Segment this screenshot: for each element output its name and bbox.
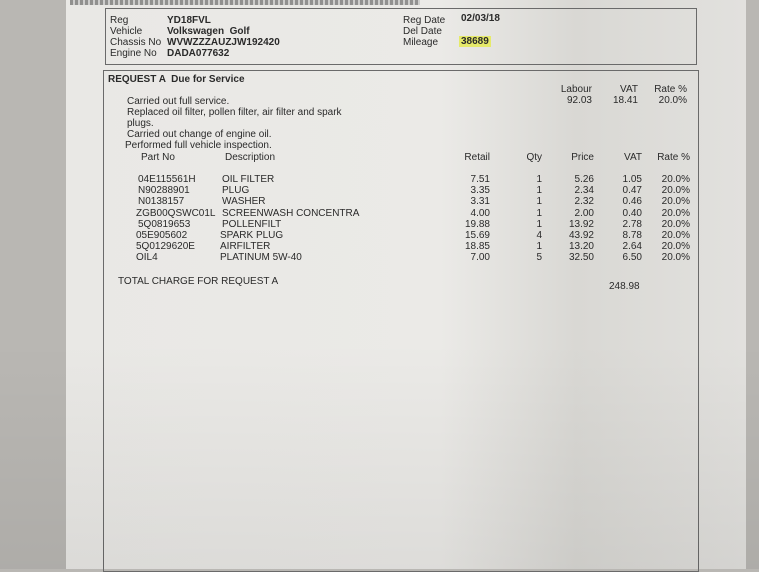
cell-qty: 1 bbox=[536, 196, 542, 208]
cell-price: 43.92 bbox=[568, 230, 594, 241]
vehicle-details-box bbox=[105, 8, 697, 65]
cell-price: 13.92 bbox=[568, 218, 594, 230]
cell-rate: 20.0% bbox=[661, 218, 690, 230]
cell-rate: 20.0% bbox=[661, 207, 690, 219]
cell-description: WASHER bbox=[222, 196, 266, 208]
total-value: 248.98 bbox=[609, 281, 640, 292]
cell-part-no: 5Q0819653 bbox=[138, 218, 191, 230]
cell-vat: 0.40 bbox=[622, 207, 642, 219]
chassis-label: Chassis No bbox=[110, 37, 162, 48]
column-header-part-no: Part No bbox=[141, 152, 175, 163]
cell-description: SPARK PLUG bbox=[220, 230, 284, 241]
cell-description: SCREENWASH CONCENTRA bbox=[222, 207, 360, 219]
cell-retail: 7.00 bbox=[470, 252, 490, 264]
cell-price: 2.34 bbox=[574, 185, 594, 197]
labour-rate-header: Rate % bbox=[654, 84, 687, 95]
cell-vat: 2.64 bbox=[622, 241, 642, 253]
printed-header-strip bbox=[70, 0, 420, 5]
service-note: Performed full vehicle inspection. bbox=[125, 140, 272, 151]
labour-vat-header: VAT bbox=[620, 84, 638, 95]
column-header-qty: Qty bbox=[526, 152, 542, 163]
cell-price: 32.50 bbox=[568, 252, 594, 264]
cell-description: AIRFILTER bbox=[220, 241, 271, 253]
labour-rate-value: 20.0% bbox=[658, 95, 687, 106]
cell-retail: 4.00 bbox=[470, 207, 490, 219]
column-header-description: Description bbox=[225, 152, 276, 163]
cell-qty: 1 bbox=[536, 218, 542, 230]
service-note: Carried out change of engine oil. bbox=[127, 129, 272, 140]
cell-vat: 1.05 bbox=[622, 174, 642, 185]
vehicle-value: Volkswagen Golf bbox=[167, 26, 250, 37]
cell-rate: 20.0% bbox=[661, 174, 690, 185]
cell-vat: 2.78 bbox=[622, 218, 642, 230]
cell-vat: 0.47 bbox=[622, 185, 642, 197]
cell-qty: 1 bbox=[536, 207, 542, 219]
cell-part-no: 5Q0129620E bbox=[136, 241, 195, 253]
reg-value: YD18FVL bbox=[167, 15, 211, 26]
column-header-retail: Retail bbox=[464, 152, 490, 163]
cell-part-no: ZGB00QSWC01L bbox=[136, 207, 216, 219]
labour-vat-value: 18.41 bbox=[612, 95, 638, 106]
reg-date-label: Reg Date bbox=[403, 15, 446, 26]
cell-rate: 20.0% bbox=[661, 241, 690, 253]
cell-retail: 7.51 bbox=[470, 174, 490, 185]
del-date-label: Del Date bbox=[403, 26, 442, 37]
labour-value: 92.03 bbox=[566, 95, 592, 106]
cell-qty: 1 bbox=[536, 174, 542, 185]
request-title: REQUEST A Due for Service bbox=[108, 74, 245, 85]
column-header-rate: Rate % bbox=[657, 152, 690, 163]
cell-vat: 8.78 bbox=[622, 230, 642, 241]
total-label: TOTAL CHARGE FOR REQUEST A bbox=[118, 276, 279, 287]
cell-qty: 1 bbox=[536, 185, 542, 197]
cell-qty: 5 bbox=[536, 252, 542, 264]
cell-qty: 1 bbox=[536, 241, 542, 253]
cell-part-no: N90288901 bbox=[138, 185, 190, 197]
cell-rate: 20.0% bbox=[661, 196, 690, 208]
reg-date-value: 02/03/18 bbox=[461, 13, 500, 24]
cell-qty: 4 bbox=[536, 230, 542, 241]
cell-rate: 20.0% bbox=[661, 252, 690, 264]
cell-price: 5.26 bbox=[574, 174, 594, 185]
service-note: plugs. bbox=[127, 118, 154, 129]
cell-part-no: 05E905602 bbox=[136, 230, 188, 241]
cell-rate: 20.0% bbox=[661, 185, 690, 197]
mileage-label: Mileage bbox=[403, 37, 439, 48]
cell-price: 13.20 bbox=[568, 241, 594, 253]
cell-part-no: N0138157 bbox=[138, 196, 185, 208]
labour-header: Labour bbox=[560, 84, 592, 95]
service-note: Replaced oil filter, pollen filter, air … bbox=[127, 107, 342, 118]
cell-rate: 20.0% bbox=[661, 230, 690, 241]
cell-vat: 0.46 bbox=[622, 196, 642, 208]
cell-price: 2.32 bbox=[574, 196, 594, 208]
invoice-page bbox=[66, 0, 746, 569]
cell-description: PLATINUM 5W-40 bbox=[220, 252, 302, 264]
cell-price: 2.00 bbox=[574, 207, 594, 219]
reg-label: Reg bbox=[110, 15, 129, 26]
service-note: Carried out full service. bbox=[127, 96, 230, 107]
cell-retail: 15.69 bbox=[464, 230, 490, 241]
cell-retail: 3.31 bbox=[470, 196, 490, 208]
cell-vat: 6.50 bbox=[622, 252, 642, 264]
column-header-price: Price bbox=[571, 152, 594, 163]
cell-retail: 19.88 bbox=[464, 218, 490, 230]
column-header-vat: VAT bbox=[624, 152, 642, 163]
cell-description: OIL FILTER bbox=[222, 174, 275, 185]
engine-label: Engine No bbox=[110, 48, 157, 59]
cell-retail: 18.85 bbox=[464, 241, 490, 253]
cell-description: PLUG bbox=[222, 185, 250, 197]
cell-part-no: 04E115561H bbox=[138, 174, 196, 185]
mileage-value: 38689 bbox=[459, 36, 491, 47]
cell-part-no: OIL4 bbox=[136, 252, 158, 264]
chassis-value: WVWZZZAUZJW192420 bbox=[167, 37, 280, 48]
engine-value: DADA077632 bbox=[167, 48, 230, 59]
vehicle-label: Vehicle bbox=[110, 26, 143, 37]
cell-description: POLLENFILT bbox=[222, 218, 282, 230]
cell-retail: 3.35 bbox=[470, 185, 490, 197]
